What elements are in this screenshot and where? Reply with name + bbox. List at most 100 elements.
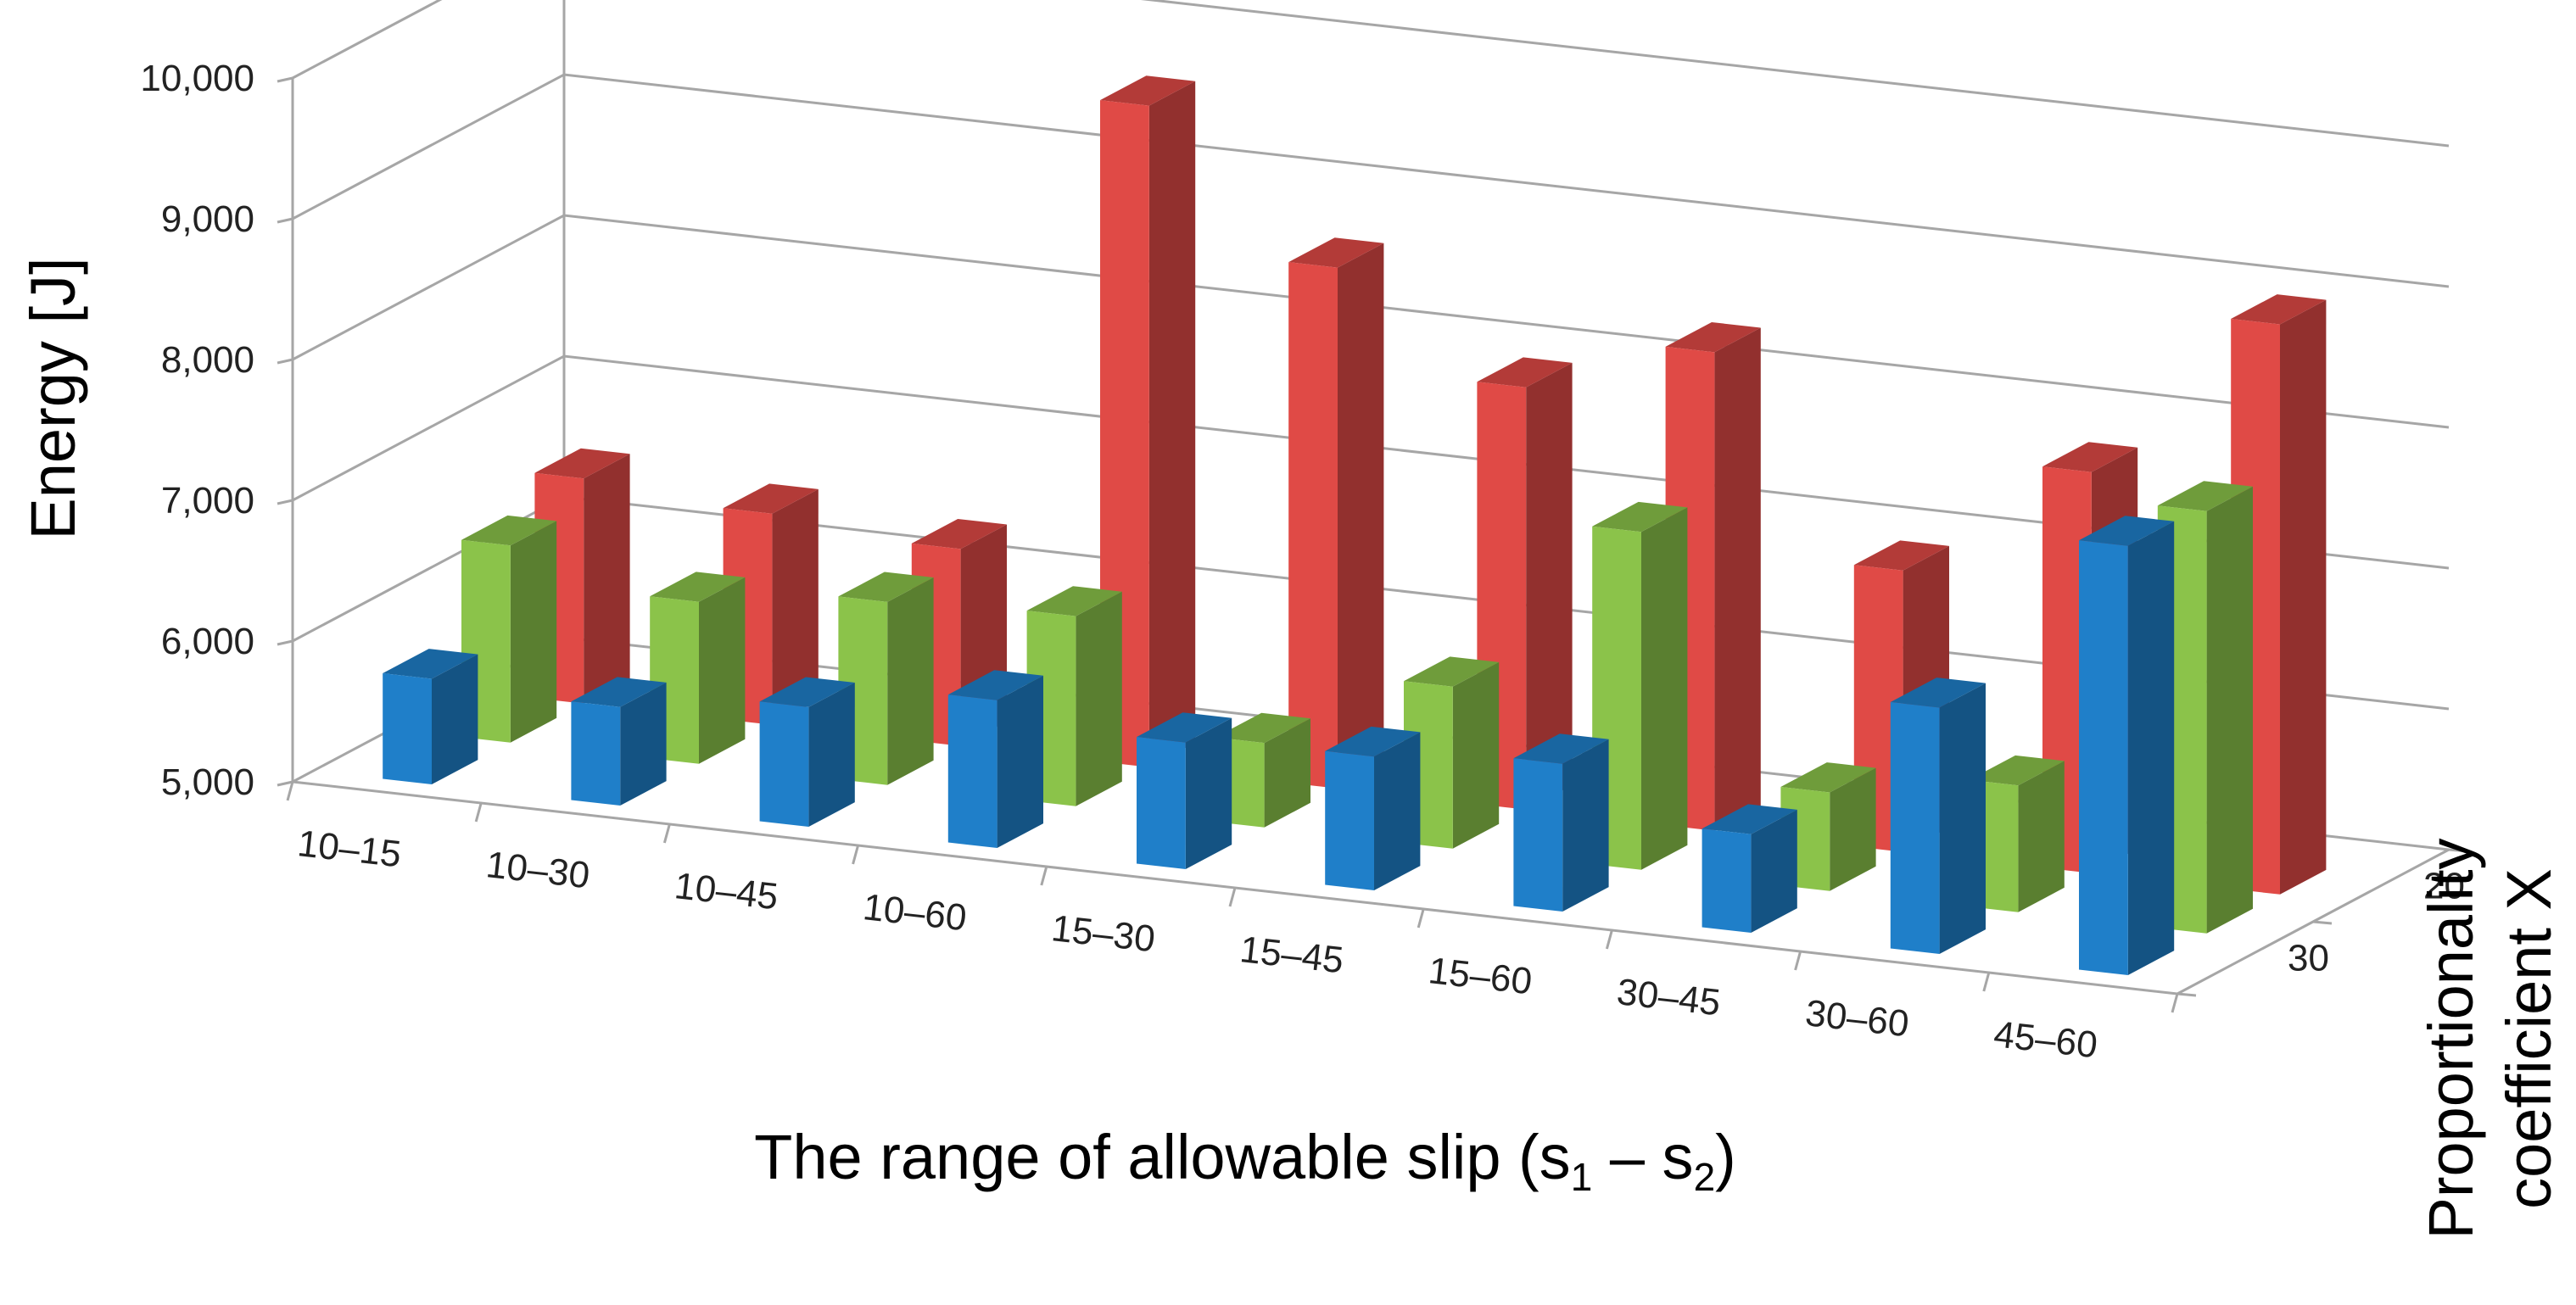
bar-side	[1830, 767, 1876, 891]
y-tick	[277, 358, 293, 365]
gridline	[292, 0, 2450, 148]
bar-top	[1780, 762, 1876, 793]
bar-top	[1702, 804, 1797, 834]
bar-top	[1137, 712, 1232, 743]
bar-top	[1665, 322, 1761, 353]
x-tick-label: 10–60	[861, 886, 969, 939]
x-tick	[1040, 866, 1048, 886]
bar-top	[1853, 540, 1949, 571]
bar-side	[1338, 243, 1384, 789]
bar-side	[2280, 299, 2327, 895]
bar-top	[759, 677, 855, 707]
x-axis-title: The range of allowable slip (s1 – s2)	[754, 1122, 1736, 1199]
bar-side	[1076, 591, 1122, 806]
bar-top	[1325, 726, 1421, 757]
bar-top	[650, 572, 746, 602]
y-tick-label: 9,000	[161, 198, 254, 240]
bar-front	[759, 701, 809, 827]
x-axis-title-part: The range of allowable slip (s	[754, 1122, 1571, 1192]
bar-green-15-60	[1592, 501, 1688, 870]
bar-side	[2127, 521, 2175, 975]
x-tick-label: 10–30	[484, 844, 592, 896]
bar-top	[1026, 586, 1122, 616]
bar-blue-45-60	[2079, 516, 2175, 975]
bar-front	[1702, 828, 1752, 933]
z-tick	[2312, 920, 2333, 925]
x-tick	[1605, 929, 1613, 950]
bar-top	[2042, 442, 2138, 472]
x-tick	[474, 802, 483, 823]
x-axis-title-part: – s	[1592, 1122, 1693, 1192]
x-tick-label: 10–45	[673, 865, 780, 917]
z-axis-title: Proportionality	[2416, 838, 2486, 1239]
bar-side	[1526, 362, 1573, 810]
bar-side	[620, 682, 667, 806]
y-tick-label: 10,000	[140, 58, 254, 99]
bar-top	[1215, 712, 1310, 744]
bar-front	[1137, 737, 1186, 869]
z-tick	[2176, 992, 2197, 997]
bar-blue-15-60	[1513, 733, 1609, 912]
bar-green-10-15	[461, 515, 557, 743]
bar-top	[2231, 294, 2327, 325]
bar-top	[1592, 501, 1688, 533]
bar-top	[1890, 678, 1986, 708]
bar-side	[1939, 683, 1986, 954]
bar-top	[838, 572, 934, 602]
x-tick-label: 10–15	[295, 823, 403, 875]
x-tick-label: 30–45	[1615, 971, 1723, 1023]
bar-blue-10-45	[759, 677, 855, 827]
bar-top	[534, 448, 630, 479]
x-tick	[286, 781, 294, 801]
bar-side	[772, 488, 819, 725]
bar-side	[997, 675, 1043, 848]
bar-side	[1751, 809, 1797, 933]
bar-side	[432, 654, 478, 784]
x-tick	[1794, 951, 1802, 971]
bar-blue-30-45	[1702, 804, 1797, 933]
y-tick-label: 8,000	[161, 339, 254, 381]
bar-top	[383, 649, 478, 679]
bar-side	[887, 577, 934, 785]
chart-bars	[383, 75, 2327, 975]
bar-front	[571, 701, 621, 806]
x-tick-label: 15–45	[1238, 929, 1345, 981]
bar-top	[947, 670, 1043, 700]
bar-side	[1641, 507, 1688, 870]
z-tick	[2448, 848, 2468, 853]
y-tick-label: 7,000	[161, 480, 254, 521]
y-tick	[277, 76, 293, 83]
z-tick-label: 30	[2288, 938, 2329, 979]
bar-front	[1325, 750, 1374, 890]
bar-blue-10-60	[947, 670, 1043, 848]
z-axis-title: coefficient X	[2494, 868, 2564, 1209]
chart-grid	[277, 0, 2468, 1013]
y-tick-label: 6,000	[161, 621, 254, 662]
y-axis-title: Energy [J]	[18, 257, 88, 539]
bar-top	[1477, 357, 1573, 388]
x-tick	[1228, 887, 1237, 907]
bar-side	[1562, 739, 1609, 912]
bar-top	[461, 515, 557, 546]
x-tick-label: 45–60	[1992, 1013, 2099, 1066]
bar-top	[1288, 237, 1384, 268]
bar-side	[1185, 717, 1232, 869]
bar-blue-15-45	[1325, 726, 1421, 890]
bar-side	[1148, 81, 1196, 767]
bar-side	[584, 454, 630, 704]
bar-side	[808, 683, 855, 827]
x-axis-title-subscript: 1	[1571, 1155, 1593, 1199]
bar-front	[383, 673, 432, 784]
x-tick	[852, 845, 860, 865]
bar-side	[2206, 486, 2253, 934]
bar-top	[1404, 656, 1500, 687]
bar-front	[1890, 702, 1940, 954]
bar-top	[723, 483, 819, 514]
y-tick	[277, 780, 293, 787]
bar-side	[1264, 718, 1310, 828]
x-axis-title-part: )	[1715, 1122, 1736, 1192]
bar-side	[2018, 761, 2065, 912]
bar-blue-15-30	[1137, 712, 1232, 869]
x-tick	[1982, 972, 1991, 992]
